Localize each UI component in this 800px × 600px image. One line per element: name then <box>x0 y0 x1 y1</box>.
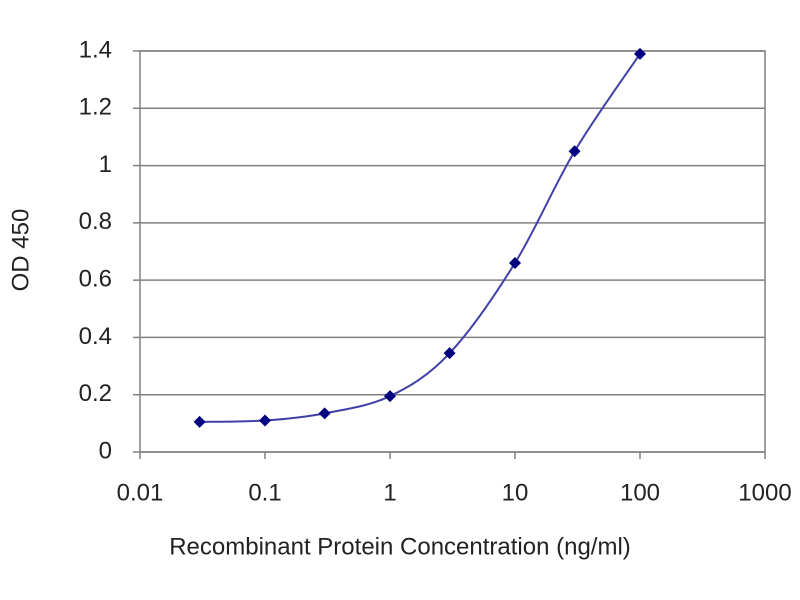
y-tick-label: 0.2 <box>79 380 112 407</box>
x-tick-label: 100 <box>620 479 660 506</box>
y-tick-label: 0.6 <box>79 265 112 292</box>
y-tick-label: 0.8 <box>79 208 112 235</box>
x-tick-label: 1000 <box>738 479 791 506</box>
plot-area <box>139 50 766 453</box>
data-point <box>259 414 271 427</box>
y-axis-label: OD 450 <box>7 209 34 292</box>
y-tick-label: 1.2 <box>79 94 112 121</box>
y-tick-label: 1 <box>99 151 112 178</box>
y-tick-label: 0.4 <box>79 323 112 350</box>
x-tick-label: 10 <box>502 479 529 506</box>
data-point <box>318 407 331 420</box>
data-point <box>634 47 646 60</box>
data-point <box>384 390 396 403</box>
x-axis-label: Recombinant Protein Concentration (ng/ml… <box>169 533 631 560</box>
data-point <box>193 415 206 428</box>
y-tick-label: 0 <box>99 437 112 464</box>
y-tick-label: 1.4 <box>79 36 112 63</box>
x-tick-label: 0.01 <box>117 479 164 506</box>
x-tick-label: 0.1 <box>248 479 281 506</box>
x-tick-label: 1 <box>383 479 396 506</box>
data-point <box>443 347 456 360</box>
data-point <box>509 256 521 269</box>
data-point <box>568 145 581 158</box>
